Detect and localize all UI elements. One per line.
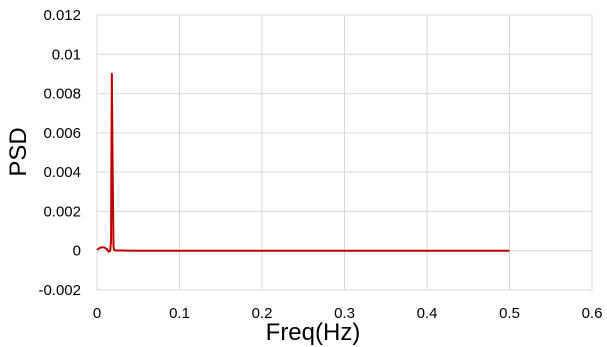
y-tick-label: 0 xyxy=(73,243,81,260)
x-tick-label: 0 xyxy=(93,305,101,322)
x-tick-label: 0.4 xyxy=(417,305,438,322)
y-axis-title: PSD xyxy=(5,127,32,176)
x-tick-label: 0.6 xyxy=(582,305,603,322)
y-tick-label: 0.006 xyxy=(43,125,81,142)
x-axis-title: Freq(Hz) xyxy=(266,319,361,346)
x-tick-label: 0.2 xyxy=(252,305,273,322)
y-tick-labels: -0.002 0 0.002 0.004 0.006 0.008 0.01 0.012 xyxy=(38,7,81,299)
gridlines xyxy=(96,14,593,291)
psd-series-line xyxy=(96,72,510,253)
x-tick-label: 0.5 xyxy=(499,305,520,322)
x-tick-label: 0.1 xyxy=(169,305,190,322)
y-tick-label: 0.002 xyxy=(43,203,81,220)
series-layer xyxy=(96,72,510,253)
y-tick-label: -0.002 xyxy=(38,282,81,299)
y-tick-label: 0.008 xyxy=(43,86,81,103)
y-tick-label: 0.01 xyxy=(52,46,81,63)
y-tick-label: 0.012 xyxy=(43,7,81,24)
x-tick-label: 0.3 xyxy=(334,305,355,322)
x-tick-labels: 0 0.1 0.2 0.3 0.4 0.5 0.6 xyxy=(93,305,603,322)
y-tick-label: 0.004 xyxy=(43,164,81,181)
